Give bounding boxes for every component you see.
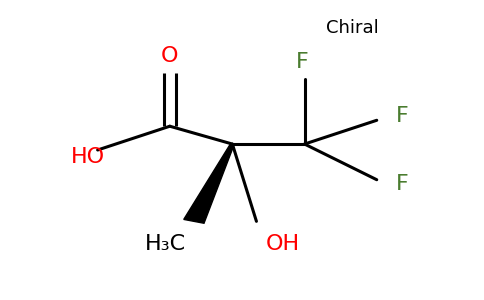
Polygon shape [184,144,234,223]
Text: F: F [395,174,408,194]
Text: HO: HO [71,147,105,167]
Text: O: O [161,46,179,66]
Text: Chiral: Chiral [326,19,379,37]
Text: H₃C: H₃C [144,234,185,254]
Text: F: F [296,52,308,72]
Text: F: F [395,106,408,126]
Text: OH: OH [266,234,300,254]
